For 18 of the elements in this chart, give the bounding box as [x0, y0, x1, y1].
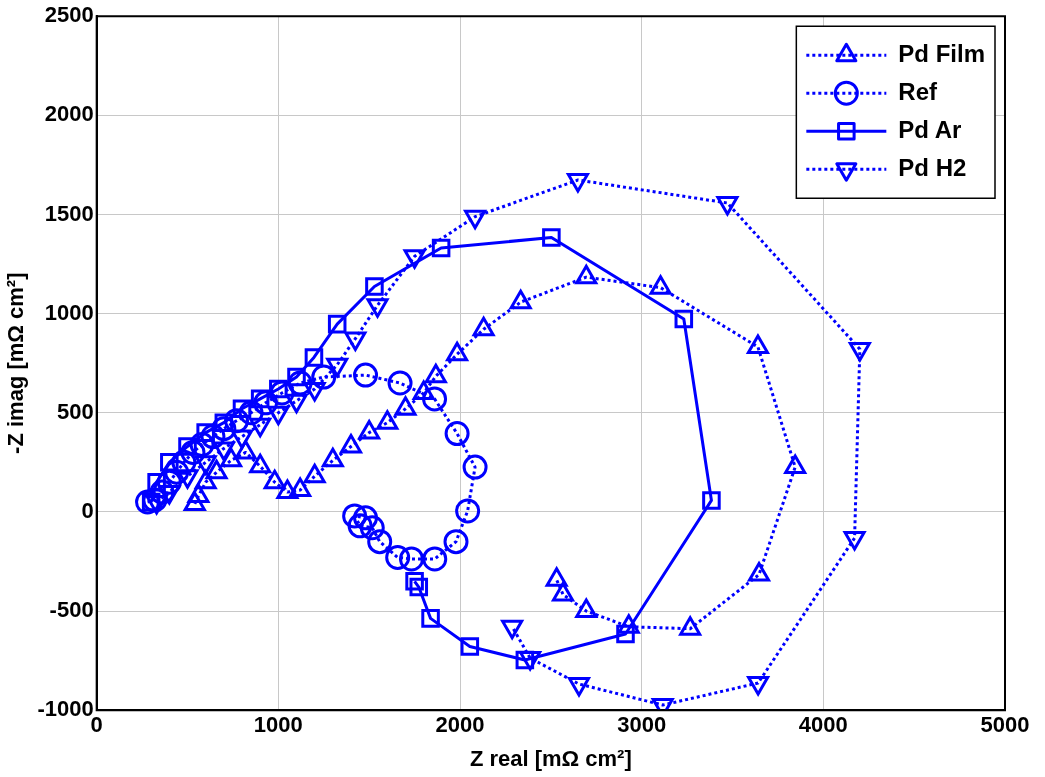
legend-label: Pd H2	[898, 153, 967, 181]
y-tick-label: 0	[81, 497, 94, 523]
x-axis-title: Z real [mΩ cm²]	[469, 745, 632, 771]
y-tick-label: 2000	[44, 101, 94, 127]
x-tick-label: 3000	[617, 712, 667, 738]
y-tick-label: 500	[56, 398, 94, 424]
y-tick-label: 1500	[44, 200, 94, 226]
legend-label: Pd Ar	[898, 115, 962, 143]
y-axis-title: -Z imag [mΩ cm²]	[3, 272, 29, 454]
y-tick-label: 2500	[44, 2, 94, 28]
legend-label: Pd Film	[898, 39, 985, 67]
legend-label: Ref	[898, 77, 939, 105]
x-tick-label: 1000	[253, 712, 303, 738]
y-tick-label: -500	[49, 597, 94, 623]
x-tick-label: 5000	[980, 712, 1030, 738]
x-tick-label: 4000	[798, 712, 848, 738]
y-tick-label: 1000	[44, 299, 94, 325]
x-tick-label: 2000	[435, 712, 485, 738]
